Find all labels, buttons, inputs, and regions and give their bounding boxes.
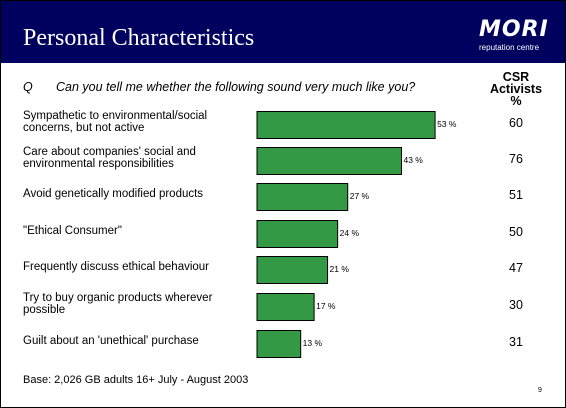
value-label: 53 % xyxy=(437,119,457,129)
csr-value: 47 xyxy=(509,261,523,275)
page-number: 9 xyxy=(538,387,542,394)
category-label: Guilt about an 'unethical' purchase xyxy=(23,334,199,347)
bar xyxy=(256,330,302,358)
category-label: Care about companies' social and environ… xyxy=(23,145,196,171)
bar xyxy=(256,293,315,321)
csr-value: 31 xyxy=(509,335,523,349)
bar xyxy=(256,183,349,211)
bar xyxy=(256,220,339,248)
csr-value: 50 xyxy=(509,225,523,239)
csr-value: 51 xyxy=(509,188,523,202)
question: Can you tell me whether the following so… xyxy=(56,80,416,94)
category-label: Sympathetic to environmental/social conc… xyxy=(23,109,208,135)
logo: MORI xyxy=(479,17,549,42)
value-label: 17 % xyxy=(316,301,336,311)
value-label: 24 % xyxy=(339,228,359,238)
column-header: CSR Activists% xyxy=(481,70,551,108)
header-band xyxy=(1,1,565,65)
column-title: CSR Activists xyxy=(489,70,543,96)
bar xyxy=(256,147,402,175)
category-label: Frequently discuss ethical behaviour xyxy=(23,260,210,273)
bar xyxy=(256,111,436,139)
category-label: Avoid genetically modified products xyxy=(23,187,204,200)
csr-value: 30 xyxy=(509,298,523,312)
bar xyxy=(256,256,329,284)
title: Personal Characteristics xyxy=(23,25,255,51)
csr-value: 60 xyxy=(509,116,523,130)
value-label: 21 % xyxy=(329,264,349,274)
csr-value: 76 xyxy=(509,152,523,166)
category-label: "Ethical Consumer" xyxy=(23,224,122,237)
value-label: 27 % xyxy=(349,191,370,201)
value-label: 43 % xyxy=(403,155,423,165)
value-label: 13 % xyxy=(302,338,323,348)
category-label: Try to buy organic products wherever pos… xyxy=(23,291,213,317)
logo-subtitle: reputation centre xyxy=(479,43,540,52)
question-marker: Q xyxy=(23,80,33,94)
base-note: Base: 2,026 GB adults 16+ July - August … xyxy=(23,374,249,386)
column-unit: % xyxy=(510,94,522,108)
